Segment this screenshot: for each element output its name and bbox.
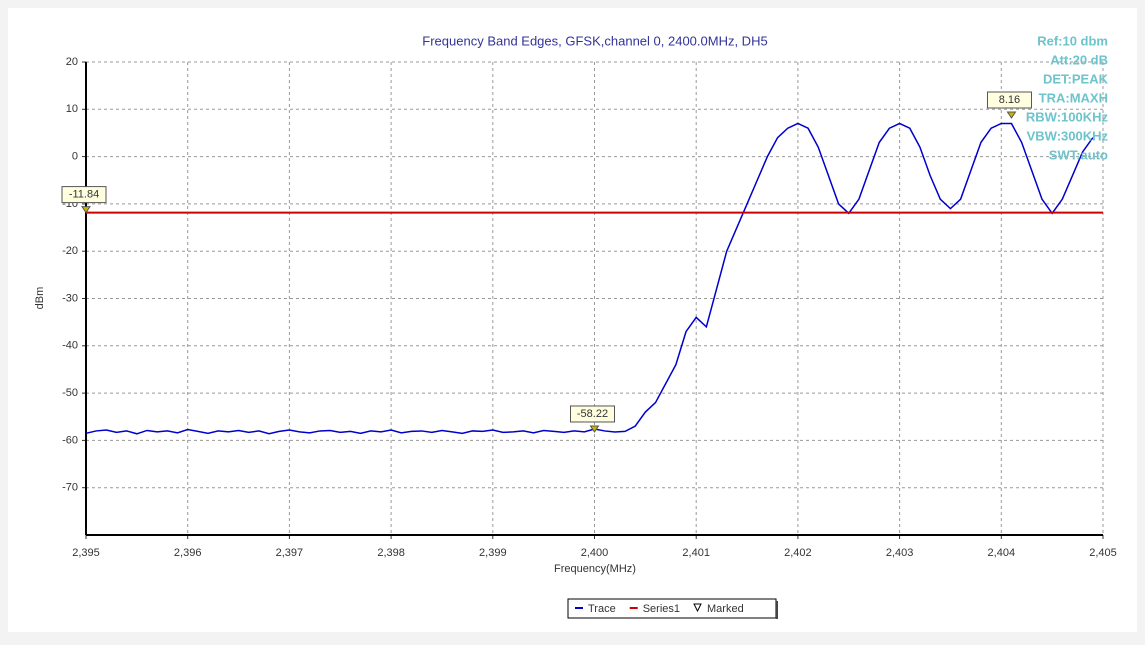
y-tick-label: 0	[72, 151, 78, 163]
annotation: SWT:auto	[1049, 147, 1108, 162]
chart-title: Frequency Band Edges, GFSK,channel 0, 24…	[422, 33, 767, 48]
y-tick-label: 20	[66, 56, 78, 68]
y-tick-label: -70	[62, 482, 78, 494]
series-line	[85, 122, 1094, 435]
legend-label: Series1	[643, 603, 680, 615]
marker-label: -11.84	[69, 189, 99, 201]
legend-label: Marked	[707, 603, 744, 615]
y-tick-label: -40	[62, 340, 78, 352]
annotation: DET:PEAK	[1043, 71, 1109, 86]
y-tick-label: -30	[62, 292, 78, 304]
marker-label-box	[61, 186, 107, 204]
x-tick-label: 2,397	[276, 547, 304, 559]
x-tick-label: 2,401	[682, 547, 710, 559]
y-axis-label: dBm	[34, 287, 46, 310]
annotation: RBW:100KHz	[1026, 109, 1109, 124]
marker	[81, 206, 91, 214]
x-tick-label: 2,404	[988, 547, 1016, 559]
x-tick-label: 2,396	[174, 547, 202, 559]
marker-label-box	[986, 91, 1032, 109]
annotation: TRA:MAXH	[1039, 90, 1108, 105]
x-tick-label: 2,402	[784, 547, 812, 559]
marker-label-box	[570, 405, 615, 423]
x-tick-label: 2,395	[72, 547, 100, 559]
x-tick-label: 2,398	[377, 547, 405, 559]
x-tick-label: 2,399	[479, 547, 507, 559]
y-tick-label: 10	[66, 103, 78, 115]
annotation: VBW:300KHz	[1027, 128, 1109, 143]
chart-background	[8, 8, 1137, 632]
marker	[589, 425, 600, 433]
marker-label: -58.22	[577, 408, 608, 420]
x-tick-label: 2,400	[581, 547, 609, 559]
legend-label: Trace	[588, 603, 616, 615]
y-tick-label: -20	[62, 245, 78, 257]
annotation: Ref:10 dbm	[1037, 33, 1108, 48]
annotation: Att:20 dB	[1050, 52, 1108, 67]
y-tick-label: -60	[62, 434, 78, 446]
marker	[1006, 111, 1017, 119]
x-tick-label: 2,403	[886, 547, 914, 559]
y-tick-label: -50	[62, 387, 78, 399]
x-axis-label: Frequency(MHz)	[554, 563, 636, 575]
x-tick-label: 2,405	[1089, 547, 1117, 559]
legend-symbol	[693, 603, 702, 613]
marker-label: 8.16	[999, 94, 1020, 106]
